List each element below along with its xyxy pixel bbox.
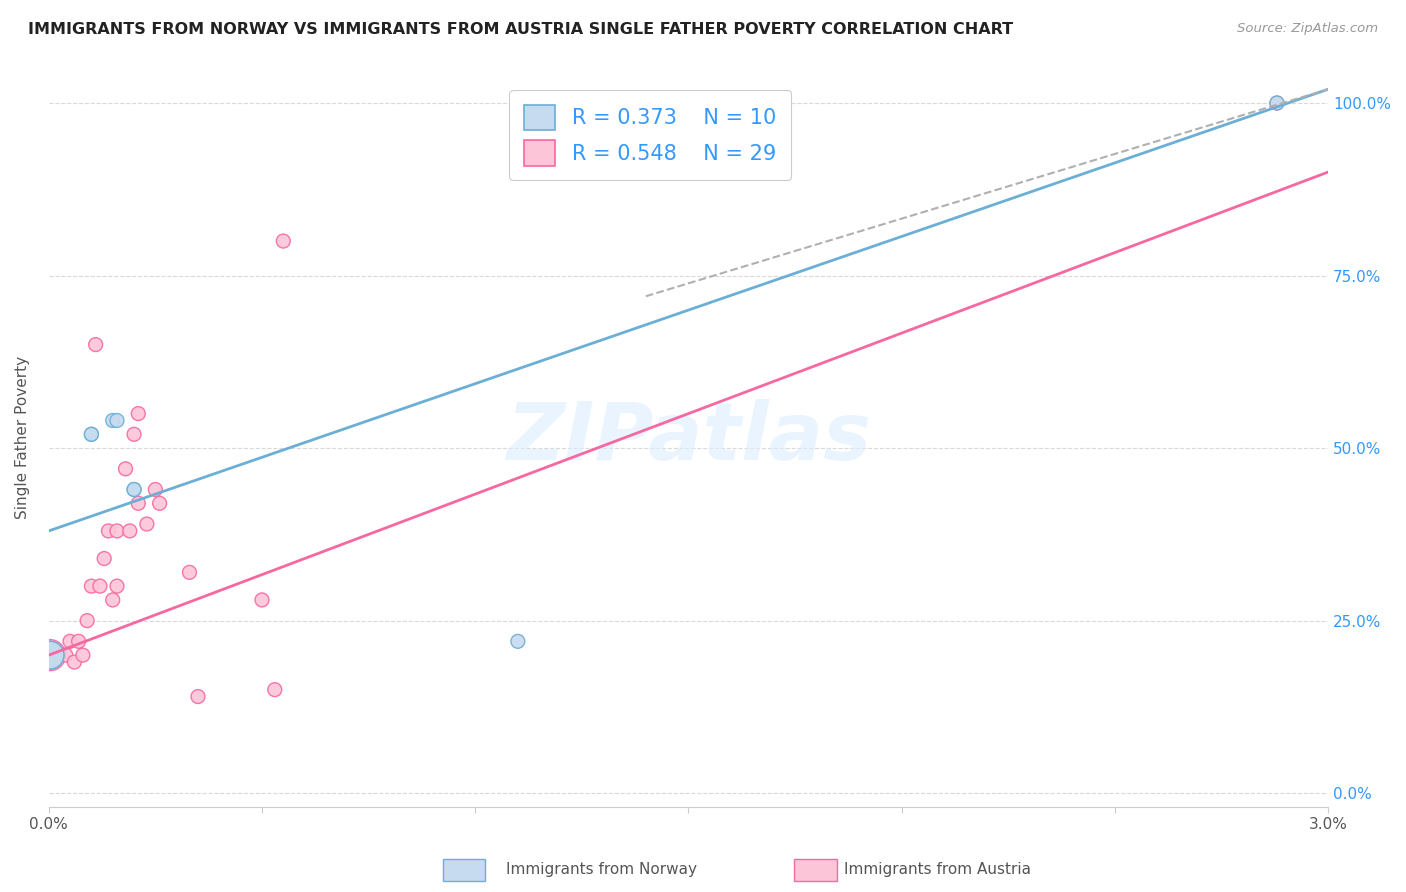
Point	[179, 566, 201, 580]
Point	[80, 427, 103, 442]
Point	[263, 682, 285, 697]
Point	[67, 634, 90, 648]
Point	[187, 690, 209, 704]
Point	[101, 593, 124, 607]
Point	[250, 593, 273, 607]
Point	[105, 579, 128, 593]
Point	[122, 427, 145, 442]
Text: Immigrants from Norway: Immigrants from Norway	[506, 863, 697, 877]
Point	[1265, 96, 1288, 111]
Point	[122, 483, 145, 497]
Point	[101, 413, 124, 427]
Point	[105, 413, 128, 427]
Point	[39, 648, 62, 662]
Point	[72, 648, 94, 662]
Point	[271, 234, 294, 248]
Point	[506, 634, 529, 648]
Point	[118, 524, 141, 538]
Point	[39, 648, 62, 662]
Text: Source: ZipAtlas.com: Source: ZipAtlas.com	[1237, 22, 1378, 36]
Y-axis label: Single Father Poverty: Single Father Poverty	[15, 356, 30, 519]
Point	[59, 634, 82, 648]
Legend: R = 0.373    N = 10, R = 0.548    N = 29: R = 0.373 N = 10, R = 0.548 N = 29	[509, 90, 790, 180]
Point	[84, 337, 107, 351]
Point	[105, 524, 128, 538]
Point	[89, 579, 111, 593]
Point	[76, 614, 98, 628]
Point	[55, 648, 77, 662]
Point	[39, 648, 62, 662]
Point	[80, 427, 103, 442]
Text: Immigrants from Austria: Immigrants from Austria	[844, 863, 1031, 877]
Point	[97, 524, 120, 538]
Point	[122, 483, 145, 497]
Point	[127, 407, 149, 421]
Point	[63, 655, 86, 669]
Text: IMMIGRANTS FROM NORWAY VS IMMIGRANTS FROM AUSTRIA SINGLE FATHER POVERTY CORRELAT: IMMIGRANTS FROM NORWAY VS IMMIGRANTS FRO…	[28, 22, 1014, 37]
Text: ZIPatlas: ZIPatlas	[506, 399, 870, 476]
Point	[93, 551, 115, 566]
Point	[114, 462, 136, 476]
Point	[127, 496, 149, 510]
Point	[1265, 96, 1288, 111]
Point	[145, 483, 167, 497]
Point	[149, 496, 172, 510]
Point	[135, 516, 157, 531]
Point	[80, 579, 103, 593]
